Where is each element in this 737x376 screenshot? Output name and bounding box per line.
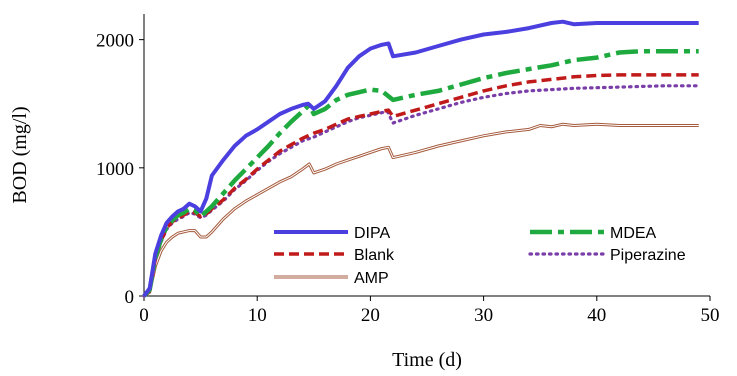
legend-item-dipa: DIPA: [274, 225, 390, 242]
series-line-blank: [142, 73, 699, 298]
x-tick-label: 10: [248, 305, 267, 326]
x-tick-label: 40: [587, 305, 606, 326]
y-tick-label: 1000: [96, 159, 134, 180]
x-tick-label: 0: [139, 305, 149, 326]
series-line-piperazine: [142, 84, 701, 298]
y-tick-label: 0: [125, 287, 135, 308]
legend-label: DIPA: [354, 225, 390, 242]
series-piperazine: [142, 84, 701, 298]
legend-item-mdea: MDEA: [530, 225, 657, 242]
legend-item-piperazine: Piperazine: [528, 247, 686, 264]
y-tick-label: 2000: [96, 31, 134, 52]
legend-label: Piperazine: [610, 247, 686, 264]
x-tick-label: 20: [361, 305, 380, 326]
series-line-amp: [143, 122, 699, 298]
series-amp: [143, 122, 699, 298]
legend-label: Blank: [354, 247, 395, 264]
tick-labels: 0 10 20 30 40 50 0 1000 2000: [96, 31, 720, 326]
legend-label: MDEA: [610, 225, 657, 242]
x-tick-label: 30: [474, 305, 493, 326]
x-tick-label: 50: [701, 305, 720, 326]
y-axis-title: BOD (mg/l): [9, 106, 31, 203]
legend: DIPA MDEA Blank Piperazine AMP: [274, 225, 686, 287]
series-line-amp-inner: [143, 123, 699, 297]
series-blank: [142, 73, 699, 298]
legend-label: AMP: [354, 270, 389, 287]
legend-item-amp: AMP: [274, 270, 389, 287]
series-line-dipa: [142, 19, 699, 298]
legend-item-blank: Blank: [274, 247, 395, 264]
series-layer: [142, 19, 701, 298]
series-dipa: [142, 19, 699, 298]
axes: [139, 14, 711, 301]
x-axis-title: Time (d): [392, 349, 462, 371]
